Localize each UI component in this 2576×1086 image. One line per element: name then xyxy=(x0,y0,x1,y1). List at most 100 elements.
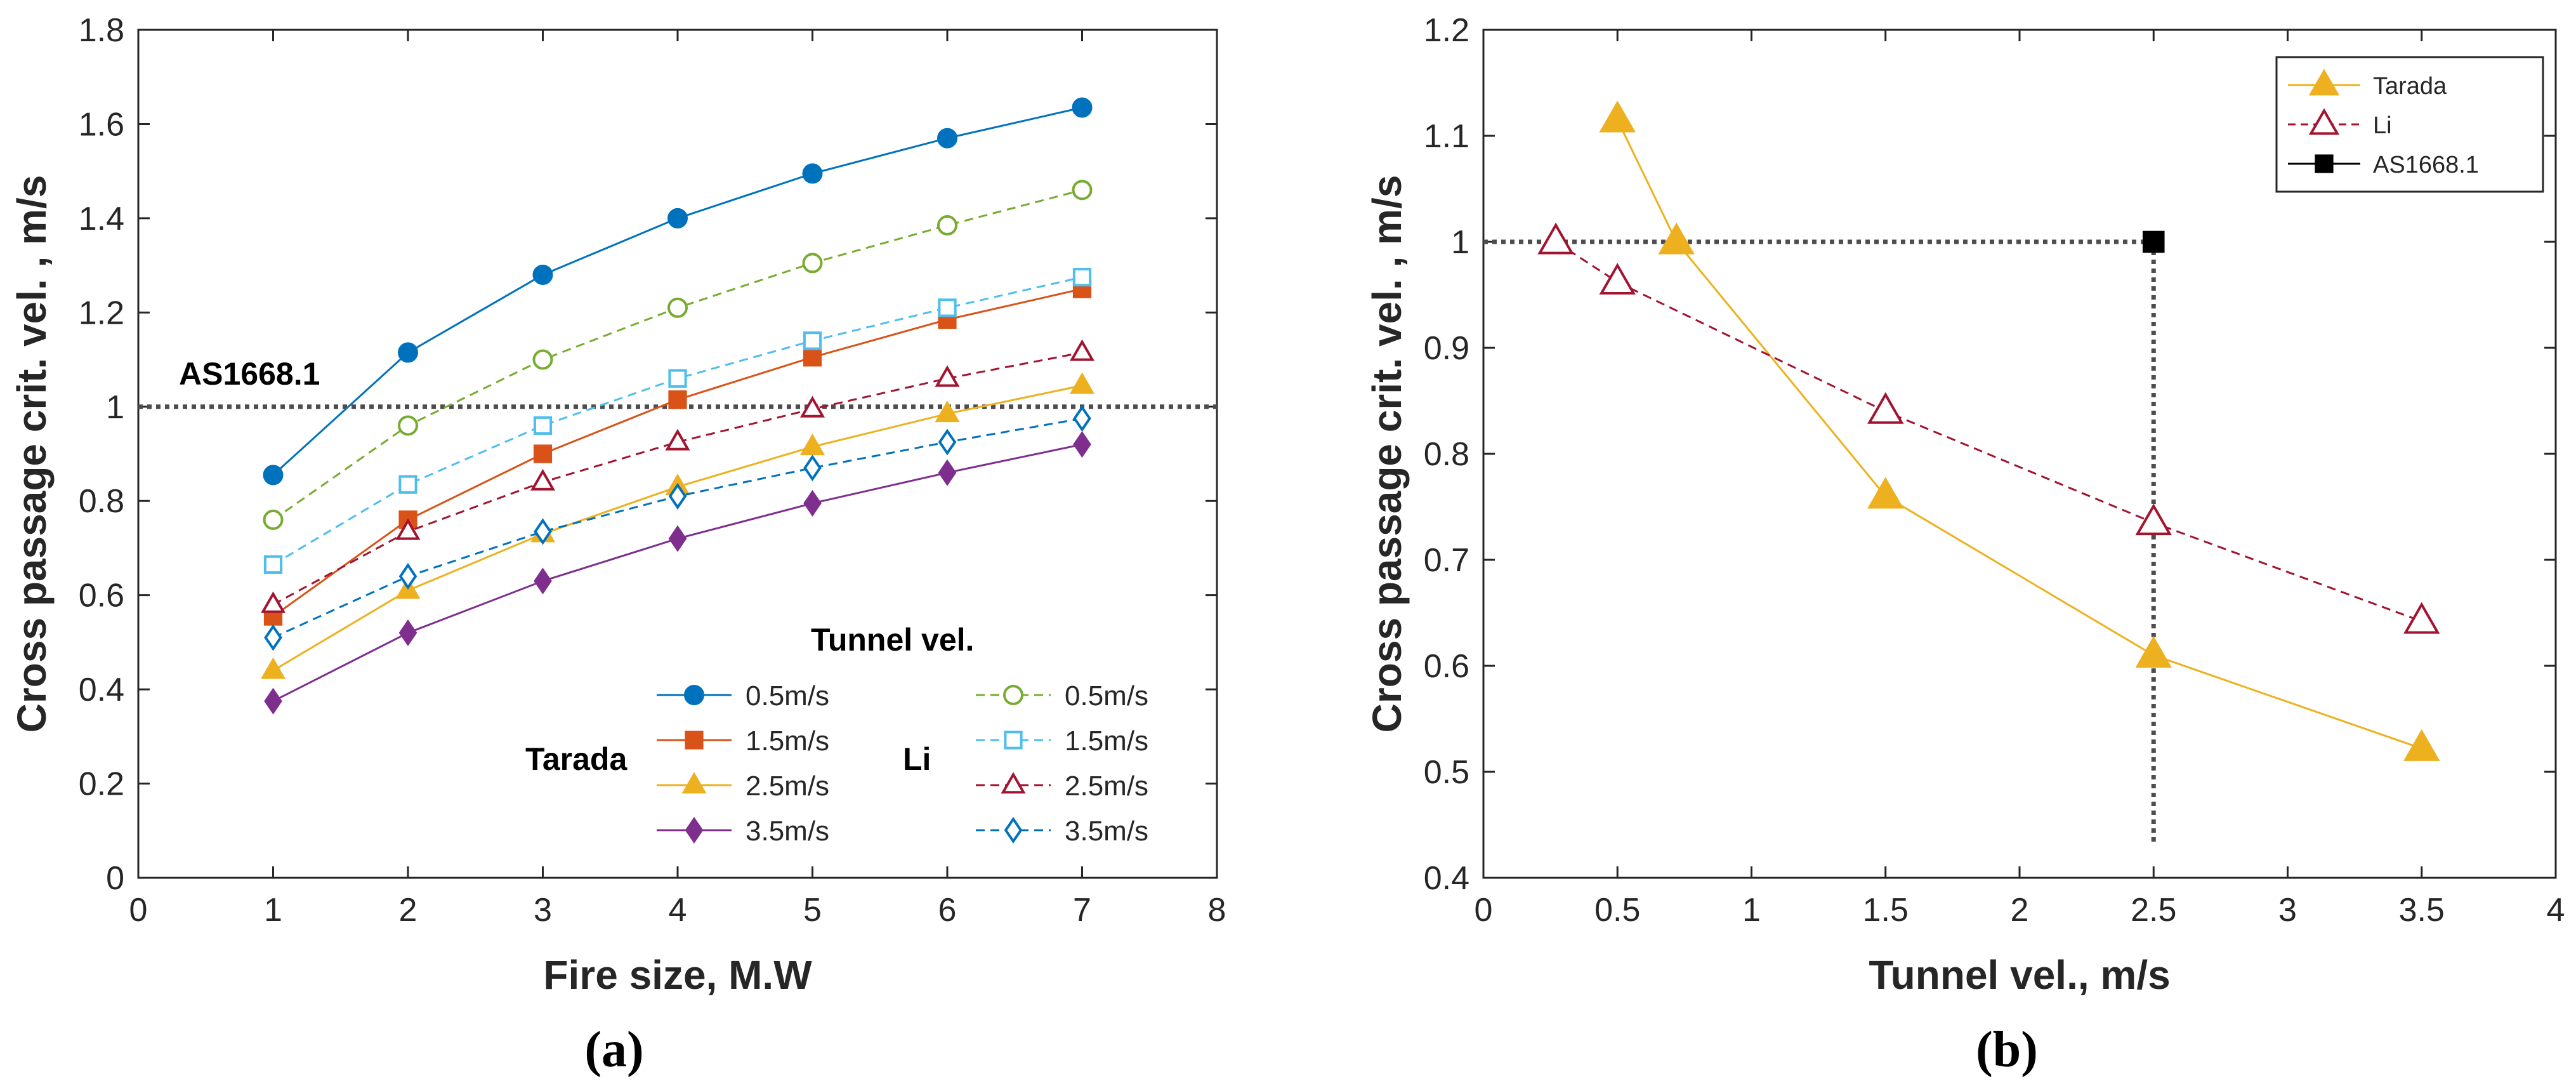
data-point xyxy=(260,657,286,679)
x-tick-label: 8 xyxy=(1208,892,1226,929)
x-tick-label: 1 xyxy=(1742,892,1761,929)
data-point xyxy=(263,555,283,574)
data-point xyxy=(2403,729,2440,761)
data-point xyxy=(1537,222,1574,255)
data-point xyxy=(1867,477,1904,509)
panel-label: (b) xyxy=(1976,1022,2038,1078)
x-tick-label: 1 xyxy=(264,892,282,929)
data-point xyxy=(1069,339,1095,361)
panel-label: (a) xyxy=(584,1022,643,1078)
x-tick-label: 2.5 xyxy=(2131,892,2176,929)
data-point xyxy=(533,416,553,435)
data-point xyxy=(667,208,688,228)
data-point xyxy=(398,562,417,590)
legend-swatch-marker xyxy=(2308,108,2340,135)
legend-swatch-marker xyxy=(1001,772,1026,794)
legend-label: Li xyxy=(2373,112,2392,139)
x-tick-label: 4 xyxy=(2547,892,2565,929)
legend-swatch-marker xyxy=(1004,731,1023,750)
data-point xyxy=(938,459,957,486)
data-point xyxy=(534,518,552,545)
data-point xyxy=(533,444,553,463)
data-point xyxy=(668,390,687,409)
legend-label: 0.5m/s xyxy=(1065,680,1148,712)
x-tick-label: 1.5 xyxy=(1863,892,1909,929)
data-point xyxy=(803,331,822,350)
y-tick-label: 0.6 xyxy=(1424,648,1469,685)
plot-area xyxy=(137,29,1218,879)
data-point xyxy=(938,298,957,317)
data-point xyxy=(668,482,687,510)
data-point xyxy=(1599,100,1636,133)
y-tick-label: 1 xyxy=(1451,224,1469,261)
legend-label: 0.5m/s xyxy=(746,680,829,712)
data-point xyxy=(263,465,284,486)
legend-label: 1.5m/s xyxy=(1065,725,1148,757)
x-axis-label: Tunnel vel., m/s xyxy=(1869,952,2170,998)
data-point xyxy=(802,253,823,274)
data-point xyxy=(2135,503,2172,536)
x-tick-label: 0.5 xyxy=(1594,892,1640,929)
data-point xyxy=(1072,268,1092,287)
y-tick-label: 0 xyxy=(106,860,124,897)
data-point xyxy=(398,415,418,436)
legend-swatch-marker xyxy=(684,685,704,705)
data-point xyxy=(1073,431,1091,458)
legend-swatch-marker xyxy=(2308,69,2340,96)
data-point xyxy=(803,454,822,482)
y-tick-label: 0.9 xyxy=(1424,330,1469,367)
legend-label: 3.5m/s xyxy=(1065,816,1148,847)
legend-title: Tunnel vel. xyxy=(811,622,974,658)
legend-swatch-marker xyxy=(1004,816,1023,844)
y-axis-label: Cross passage crit. vel. , m/s xyxy=(1364,175,1410,733)
x-tick-label: 6 xyxy=(938,892,957,929)
data-point xyxy=(803,348,822,367)
legend-label: AS1668.1 xyxy=(2373,152,2479,178)
y-tick-label: 1.2 xyxy=(1424,12,1469,49)
legend-swatch-marker xyxy=(685,731,704,750)
x-tick-label: 3.5 xyxy=(2399,892,2445,929)
data-point xyxy=(530,468,556,491)
y-tick-label: 0.2 xyxy=(79,766,124,803)
data-point xyxy=(667,297,688,318)
data-point xyxy=(1658,222,1695,255)
data-point xyxy=(1073,405,1091,432)
legend-swatch-marker xyxy=(1003,685,1023,705)
data-point xyxy=(935,365,960,387)
data-point xyxy=(799,395,825,418)
chart-b: 0 0.5 1 1.5 2 2.5 3 3.5 4 0.4 0.5 0.6 0.7 0.8 0.9 1 1.1 1… xyxy=(1364,12,2565,1078)
data-point xyxy=(532,264,553,285)
data-point xyxy=(398,475,417,494)
data-point xyxy=(263,509,284,530)
data-point xyxy=(937,215,957,236)
data-point xyxy=(1069,372,1095,394)
y-tick-label: 1 xyxy=(106,389,124,426)
legend-label: 2.5m/s xyxy=(746,771,829,802)
data-point xyxy=(398,619,417,647)
reference-label: AS1668.1 xyxy=(179,356,320,392)
data-point xyxy=(1599,263,1636,295)
y-tick-label: 0.5 xyxy=(1424,754,1469,791)
data-point xyxy=(668,525,687,552)
x-tick-label: 0 xyxy=(129,892,148,929)
data-point xyxy=(1072,97,1093,118)
data-point xyxy=(803,489,822,517)
data-point xyxy=(2142,230,2165,253)
data-point xyxy=(938,428,957,456)
data-point xyxy=(398,342,418,363)
x-tick-label: 5 xyxy=(803,892,822,929)
x-tick-label: 7 xyxy=(1073,892,1091,929)
y-tick-label: 1.8 xyxy=(79,12,124,49)
data-point xyxy=(1867,392,1904,424)
data-point xyxy=(937,128,957,149)
y-tick-label: 0.8 xyxy=(1424,436,1469,473)
legend-swatch-marker xyxy=(681,772,707,794)
data-point xyxy=(935,401,960,423)
data-point xyxy=(668,369,687,388)
data-point xyxy=(1072,180,1093,201)
data-point xyxy=(665,428,690,451)
x-tick-label: 0 xyxy=(1475,892,1493,929)
data-point xyxy=(2403,602,2440,634)
x-tick-label: 2 xyxy=(2011,892,2029,929)
